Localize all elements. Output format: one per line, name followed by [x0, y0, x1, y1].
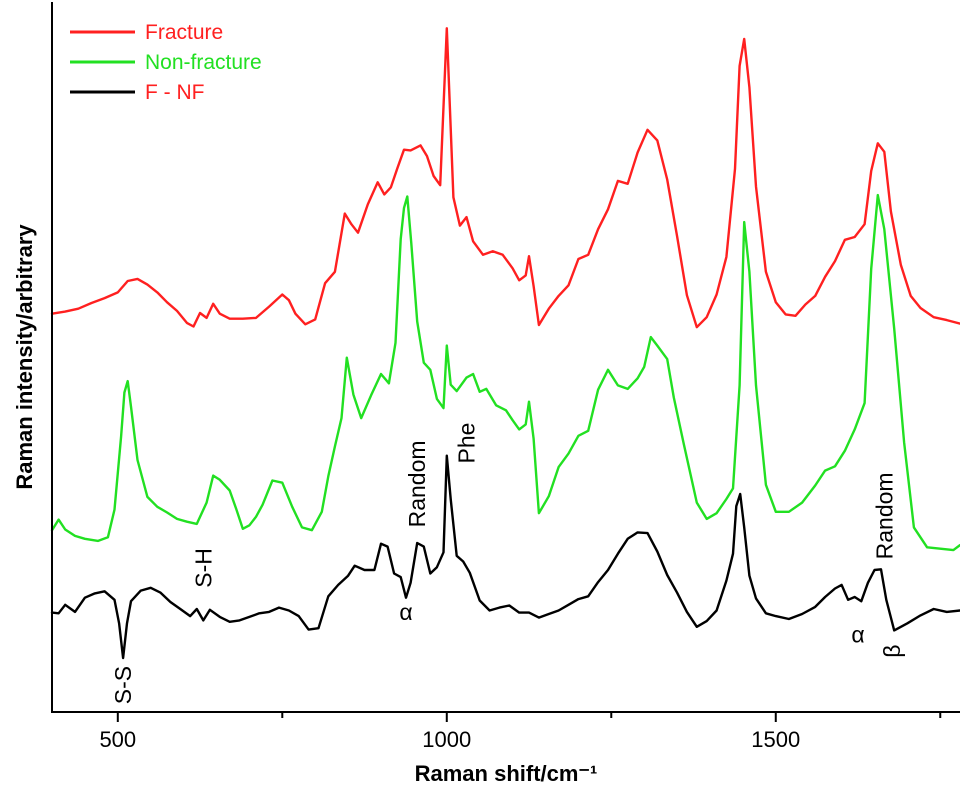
annotation-alpha: α	[399, 599, 412, 625]
annotation-alpha: α	[851, 622, 864, 648]
annotation-phe: Phe	[454, 423, 480, 464]
x-tick-label: 1500	[751, 727, 800, 752]
legend-label-fracture: Fracture	[145, 21, 223, 44]
x-axis-title: Raman shift/cm⁻¹	[415, 761, 598, 786]
series-line-fracture	[50, 27, 960, 329]
annotation-beta: β	[879, 645, 905, 658]
annotation-s-s: S-S	[110, 666, 136, 704]
axes-layer	[51, 2, 960, 713]
x-ticks: 500 1000 1500	[99, 712, 942, 752]
legend-label-non-fracture: Non-fracture	[145, 51, 262, 74]
legend-label-f-nf: F - NF	[145, 81, 204, 104]
annotation-random: Random	[871, 472, 897, 559]
series-line-non-fracture	[50, 193, 960, 552]
series-layer	[50, 27, 960, 660]
annotation-s-h: S-H	[190, 548, 216, 588]
series-line-f-nf	[50, 454, 960, 660]
x-tick-label: 500	[99, 727, 136, 752]
x-tick-label: 1000	[422, 727, 471, 752]
legend: Fracture Non-fracture F - NF	[70, 21, 262, 104]
y-axis-title: Raman intensity/arbitrary	[12, 224, 37, 490]
annotation-random: Random	[404, 440, 430, 527]
peak-annotations: S-S S-H α Random Phe α β Random	[110, 423, 905, 705]
